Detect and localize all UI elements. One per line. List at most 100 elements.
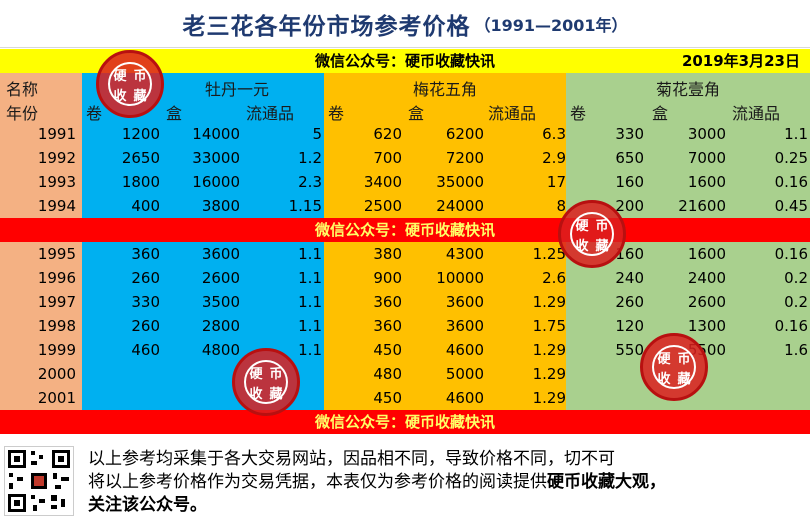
subheader-box: 盒 <box>408 104 425 123</box>
table-cell: 160 <box>615 245 644 263</box>
table-cell: 17 <box>546 173 566 191</box>
table-cell: 260 <box>131 269 160 287</box>
table-cell <box>732 386 808 410</box>
group-name-peony: 牡丹一元 <box>204 80 269 99</box>
table-cell: 120 <box>615 317 644 335</box>
table-cell: 1.15 <box>288 197 322 215</box>
table-cell: 3800 <box>201 197 240 215</box>
top-banner-text: 微信公众号：硬币收藏快讯 <box>314 52 495 70</box>
table-cell <box>164 362 240 386</box>
table-cell: 1.1 <box>298 317 322 335</box>
chrysanthemum-column-top <box>566 73 810 218</box>
seal-watermark: 硬币收藏 <box>558 200 626 268</box>
table-cell: 2650 <box>121 149 160 167</box>
table-cell: 0.2 <box>784 269 808 287</box>
table-cell: 1.1 <box>784 125 808 143</box>
table-cell: 2.3 <box>298 173 322 191</box>
subheader-circulated: 流通品 <box>488 104 537 123</box>
table-cell: 0.16 <box>774 245 808 263</box>
row-year: 2000 <box>37 365 76 383</box>
table-cell: 160 <box>615 173 644 191</box>
row-year: 1997 <box>37 293 76 311</box>
table-cell: 1600 <box>687 173 726 191</box>
plum-column-bottom <box>324 242 566 410</box>
table-cell: 330 <box>131 293 160 311</box>
subheader-roll: 卷 <box>86 104 103 123</box>
table-cell: 360 <box>373 317 402 335</box>
table-cell: 4800 <box>201 341 240 359</box>
table-cell: 1.29 <box>532 389 566 407</box>
table-cell: 16000 <box>192 173 240 191</box>
row-year: 2001 <box>37 389 76 407</box>
table-cell: 0.25 <box>774 149 808 167</box>
table-cell <box>164 386 240 410</box>
table-cell: 1.29 <box>532 293 566 311</box>
label-column-top <box>0 73 82 218</box>
table-cell: 1.1 <box>298 293 322 311</box>
title-main: 老三花各年份市场参考价格 <box>182 13 471 40</box>
table-cell: 2.6 <box>542 269 566 287</box>
row-year: 1994 <box>37 197 76 215</box>
table-cell: 400 <box>131 197 160 215</box>
table-cell: 900 <box>373 269 402 287</box>
table-cell: 1.29 <box>532 341 566 359</box>
table-cell: 21600 <box>678 197 726 215</box>
table-cell: 24000 <box>436 197 484 215</box>
footer-account-name: 硬币收藏大观， <box>547 472 666 492</box>
footer-disclaimer: 以上参考均采集于各大交易网站，因品相不同，导致价格不同，切不可 将以上参考价格作… <box>88 448 808 517</box>
corner-name-label: 名称 <box>6 80 39 99</box>
table-cell: 2600 <box>687 293 726 311</box>
table-cell: 1.25 <box>532 245 566 263</box>
table-cell: 4600 <box>445 389 484 407</box>
table-cell: 33000 <box>192 149 240 167</box>
table-cell: 1600 <box>687 245 726 263</box>
bottom-banner-text: 微信公众号：硬币收藏快讯 <box>314 413 495 431</box>
plum-column-top <box>324 73 566 218</box>
mid-banner: 微信公众号：硬币收藏快讯 <box>0 218 810 242</box>
table-cell: 2500 <box>363 197 402 215</box>
table-cell: 3500 <box>201 293 240 311</box>
table-cell: 7000 <box>687 149 726 167</box>
subheader-circulated: 流通品 <box>246 104 295 123</box>
table-cell: 1.75 <box>532 317 566 335</box>
table-cell: 1.29 <box>532 365 566 383</box>
date-label: 2019年3月23日 <box>681 52 800 70</box>
table-cell: 5000 <box>445 365 484 383</box>
table-cell: 1.6 <box>784 341 808 359</box>
table-cell: 450 <box>373 389 402 407</box>
table-cell: 260 <box>131 317 160 335</box>
table-cell: 3600 <box>445 293 484 311</box>
table-cell: 0.2 <box>784 293 808 311</box>
bottom-banner: 微信公众号：硬币收藏快讯 <box>0 410 810 434</box>
table-cell: 4300 <box>445 245 484 263</box>
row-year: 1999 <box>37 341 76 359</box>
table-cell <box>568 386 644 410</box>
table-cell: 450 <box>373 341 402 359</box>
subheader-box: 盒 <box>652 104 669 123</box>
table-cell <box>84 362 160 386</box>
label-column-bottom <box>0 242 82 410</box>
table-cell: 0.45 <box>774 197 808 215</box>
subheader-roll: 卷 <box>328 104 345 123</box>
table-cell: 1300 <box>687 317 726 335</box>
table-cell: 3400 <box>363 173 402 191</box>
table-cell: 2400 <box>687 269 726 287</box>
row-year: 1992 <box>37 149 76 167</box>
table-cell: 650 <box>615 149 644 167</box>
qr-code <box>4 446 74 516</box>
table-cell: 14000 <box>192 125 240 143</box>
table-cell: 700 <box>373 149 402 167</box>
table-cell: 6.3 <box>542 125 566 143</box>
table-cell: 8 <box>556 197 566 215</box>
row-year: 1995 <box>37 245 76 263</box>
table-cell: 3000 <box>687 125 726 143</box>
corner-year-label: 年份 <box>6 104 39 123</box>
seal-watermark: 硬币收藏 <box>232 348 300 416</box>
title-sub: （1991—2001年） <box>474 15 628 35</box>
table-cell: 5 <box>312 125 322 143</box>
table-cell: 360 <box>373 293 402 311</box>
table-cell: 1.1 <box>298 269 322 287</box>
table-cell: 480 <box>373 365 402 383</box>
table-cell: 1.1 <box>298 341 322 359</box>
table-cell: 550 <box>615 341 644 359</box>
